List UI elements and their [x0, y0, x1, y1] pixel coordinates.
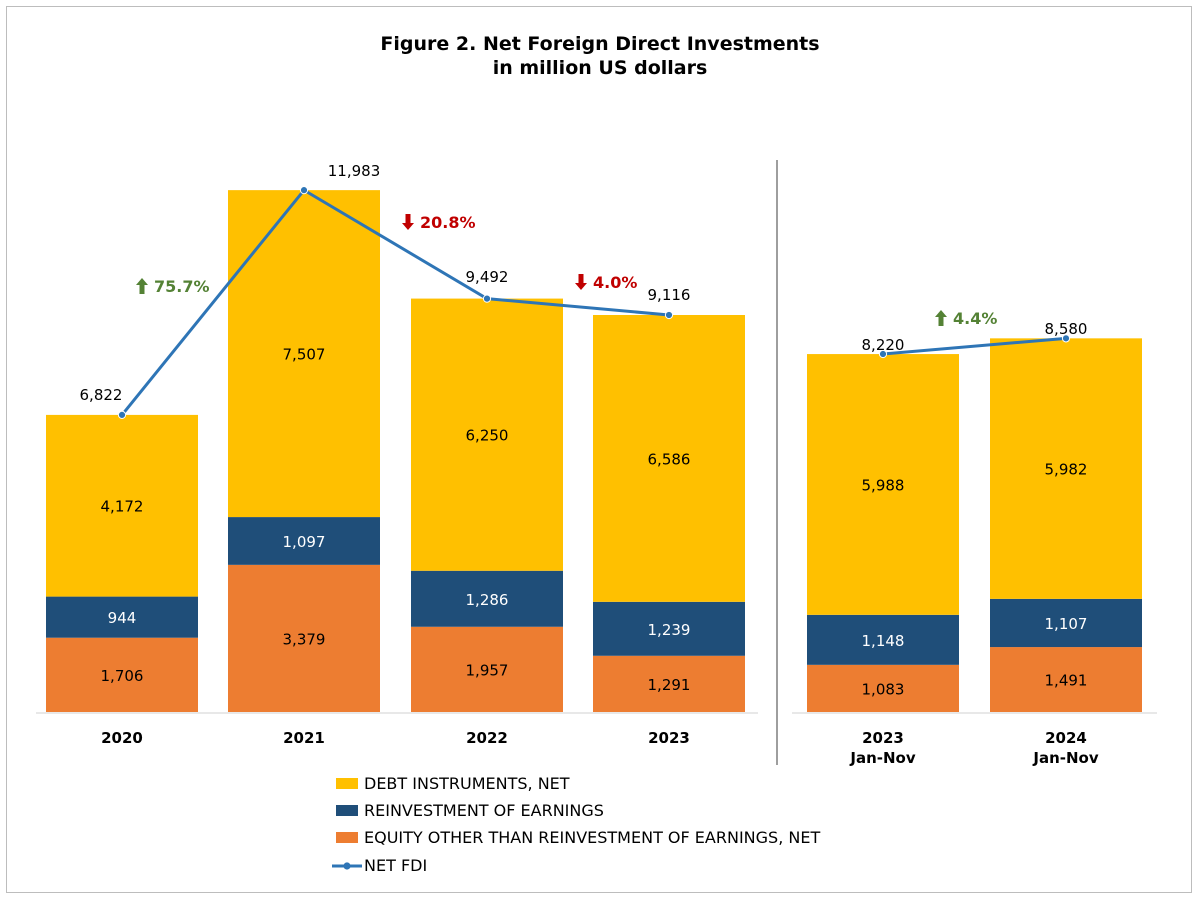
net-fdi-point-4: [664, 310, 674, 320]
bar-segment-1-4: [593, 655, 745, 712]
net-fdi-total-label: 8,220: [862, 336, 905, 354]
data-label: 1,148: [862, 632, 905, 650]
data-label: 1,107: [1045, 615, 1088, 633]
bar-segment-2-2: [228, 517, 380, 565]
data-label: 1,083: [862, 680, 905, 698]
net-fdi-total-label: 9,116: [648, 286, 691, 304]
net-fdi-point-5: [878, 349, 888, 359]
data-label: 944: [108, 609, 137, 627]
legend-label: REINVESTMENT OF EARNINGS: [364, 801, 604, 820]
x-tick-sublabel: Jan-Nov: [1032, 749, 1098, 767]
legend-swatch: [336, 778, 358, 789]
net-fdi-point-6: [1061, 334, 1071, 343]
net-fdi-total-label: 6,822: [80, 386, 123, 404]
arrow-down-icon: [402, 214, 414, 230]
change-label: 20.8%: [420, 213, 476, 232]
x-tick-label: 2023: [862, 729, 904, 747]
legend-swatch: [336, 832, 358, 843]
legend-label: DEBT INSTRUMENTS, NET: [364, 774, 570, 793]
net-fdi-point-3: [482, 294, 492, 303]
data-label: 1,286: [466, 591, 509, 609]
data-label: 3,379: [283, 630, 326, 648]
chart-subtitle: in million US dollars: [492, 57, 708, 79]
data-label: 1,957: [466, 661, 509, 679]
chart-title: Figure 2. Net Foreign Direct Investments: [380, 33, 820, 55]
legend-swatch: [336, 805, 358, 816]
bar-segment-2-6: [990, 598, 1142, 648]
x-tick-label: 2020: [101, 729, 143, 747]
legend-marker: [343, 862, 351, 870]
bar-segment-3-5: [807, 354, 959, 615]
bar-segment-3-6: [990, 338, 1142, 599]
chart-frame: [6, 6, 1192, 893]
change-label: 4.0%: [593, 273, 637, 292]
bar-segment-1-3: [411, 626, 563, 712]
legend-label: EQUITY OTHER THAN REINVESTMENT OF EARNIN…: [364, 828, 820, 847]
bar-segment-2-5: [807, 614, 959, 665]
net-fdi-total-label: 8,580: [1045, 320, 1088, 338]
data-label: 1,706: [101, 667, 144, 685]
data-label: 4,172: [101, 498, 144, 516]
bar-segment-1-5: [807, 664, 959, 712]
bar-segment-2-1: [46, 596, 198, 638]
arrow-down-icon: [575, 274, 587, 290]
bar-segment-1-1: [46, 637, 198, 712]
net-fdi-total-label: 9,492: [466, 268, 509, 286]
x-tick-label: 2023: [648, 729, 690, 747]
bar-segment-3-3: [411, 298, 563, 571]
data-label: 6,250: [466, 427, 509, 445]
data-label: 5,988: [862, 476, 905, 494]
data-label: 1,491: [1045, 672, 1088, 690]
bar-segment-3-2: [228, 190, 380, 518]
data-label: 1,239: [648, 621, 691, 639]
data-label: 1,097: [283, 533, 326, 551]
net-fdi-line-jan-nov: [882, 336, 1067, 356]
change-label: 75.7%: [154, 277, 210, 296]
arrow-up-icon: [136, 278, 148, 294]
bar-segment-2-3: [411, 570, 563, 627]
x-tick-label: 2022: [466, 729, 508, 747]
data-label: 5,982: [1045, 461, 1088, 479]
bar-segment-3-4: [593, 314, 745, 602]
net-fdi-point-2: [299, 186, 309, 195]
bar-segment-2-4: [593, 601, 745, 656]
x-tick-sublabel: Jan-Nov: [849, 749, 915, 767]
change-label: 4.4%: [953, 309, 997, 328]
bar-segment-1-2: [228, 564, 380, 712]
net-fdi-point-1: [117, 410, 127, 420]
bar-segment-1-6: [990, 647, 1142, 712]
data-label: 6,586: [648, 450, 691, 468]
bar-segment-3-1: [46, 414, 198, 597]
data-label: 1,291: [648, 676, 691, 694]
net-fdi-total-label: 11,983: [328, 162, 381, 180]
x-tick-label: 2021: [283, 729, 325, 747]
x-tick-label: 2024: [1045, 729, 1087, 747]
net-fdi-line-annual: [120, 188, 670, 416]
data-label: 7,507: [283, 346, 326, 364]
arrow-up-icon: [935, 310, 947, 326]
legend-label: NET FDI: [364, 856, 427, 875]
